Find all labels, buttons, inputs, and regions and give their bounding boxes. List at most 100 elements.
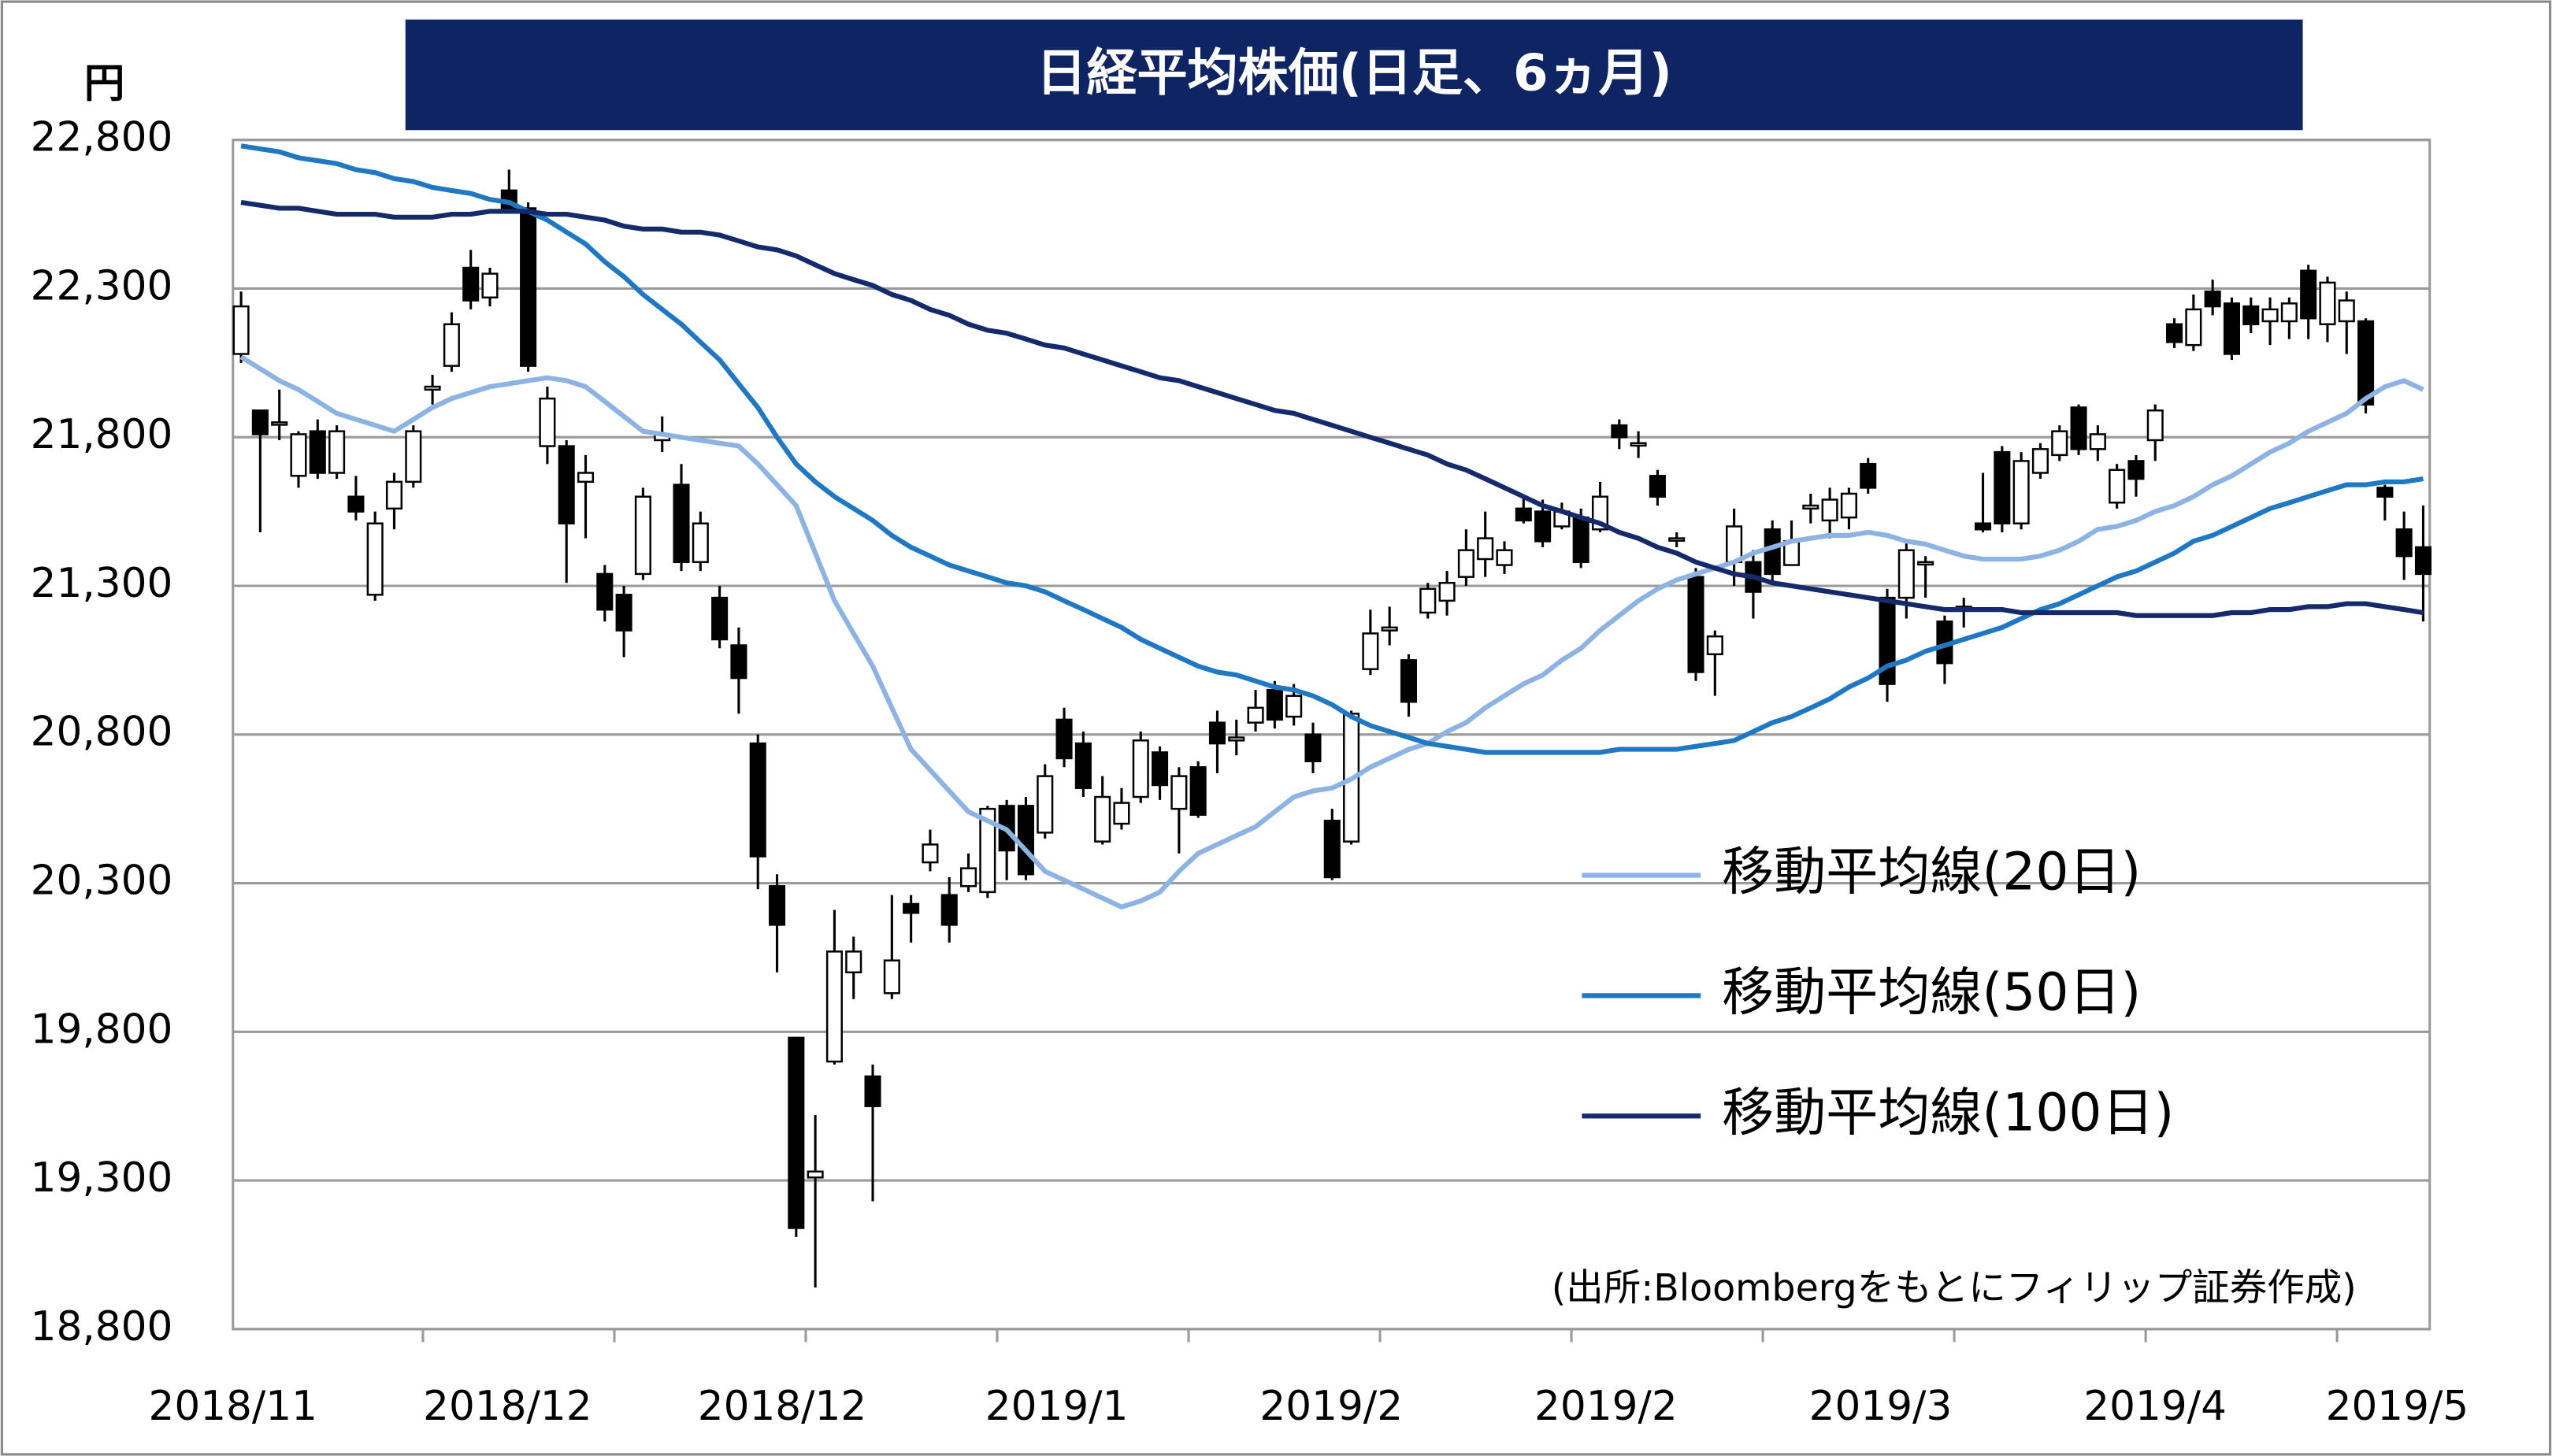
x-tick-label: 2019/1	[985, 1383, 1129, 1430]
x-tick-label: 2018/11	[149, 1383, 317, 1430]
candle-body	[2319, 281, 2336, 325]
candle-body	[366, 522, 384, 596]
candle-body	[2338, 299, 2355, 323]
candle-body	[1726, 525, 1743, 564]
candle-body	[1840, 492, 1857, 519]
x-tick-label: 2018/12	[423, 1383, 592, 1430]
candle-body	[2280, 302, 2298, 323]
y-tick-label: 19,800	[31, 1006, 173, 1053]
candles	[232, 169, 2432, 1288]
candle-body	[1381, 626, 1398, 632]
candle-body	[922, 843, 939, 864]
candle-body	[251, 409, 269, 435]
candle-body	[1132, 739, 1149, 798]
candle-body	[1630, 442, 1647, 447]
candle-body	[1055, 718, 1073, 760]
candle-body	[1152, 751, 1169, 787]
candle-body	[558, 445, 575, 524]
y-tick-label: 20,800	[31, 709, 173, 756]
legend-label: 移動平均線(100日)	[1722, 1082, 2174, 1143]
candle-body	[1074, 742, 1092, 789]
candle-body	[2127, 460, 2145, 480]
candle-body	[615, 594, 632, 632]
candle-body	[1572, 516, 1589, 564]
candle-body	[673, 483, 690, 564]
legend-label: 移動平均線(50日)	[1722, 961, 2141, 1022]
candle-body	[807, 1170, 824, 1179]
candle-body	[347, 495, 365, 513]
y-axis-unit: 円	[84, 60, 125, 107]
candle-body	[1649, 475, 1666, 498]
candle-body	[2242, 305, 2260, 325]
x-tick-label: 2019/2	[1534, 1383, 1678, 1430]
candle-body	[1974, 522, 1992, 531]
candle-body	[864, 1075, 881, 1107]
candle-body	[2109, 469, 2126, 504]
candle-body	[271, 421, 288, 426]
candle-body	[940, 894, 958, 926]
candle-body	[1362, 632, 1379, 670]
x-tick-label: 2019/4	[2083, 1383, 2227, 1430]
candle-body	[692, 522, 709, 564]
chart-title: 日経平均株価(日足、6ヵ月)	[1036, 45, 1671, 103]
candle-body	[845, 950, 862, 974]
candle-body	[1994, 450, 2011, 524]
candle-body	[1668, 537, 1686, 542]
candle-body	[1323, 820, 1341, 879]
candle-body	[2204, 290, 2221, 308]
candle-body	[424, 385, 441, 391]
candle-body	[749, 742, 766, 858]
candle-body	[1247, 706, 1264, 724]
y-tick-label: 21,300	[31, 560, 173, 607]
candle-body	[1879, 596, 1896, 685]
candle-body	[1534, 510, 1552, 543]
candle-body	[1687, 576, 1704, 673]
candle-body	[1228, 736, 1245, 742]
candle-body	[462, 266, 480, 302]
ma-line	[240, 143, 2424, 755]
candle-body	[1037, 775, 1054, 834]
x-tick-label: 2018/12	[698, 1383, 866, 1430]
candle-body	[1438, 581, 1456, 602]
y-tick-label: 18,800	[31, 1303, 173, 1350]
candle-body	[1170, 775, 1188, 810]
candle-body	[1419, 587, 1437, 614]
candle-body	[1266, 688, 1283, 721]
candle-body	[481, 272, 499, 299]
candle-body	[1821, 498, 1838, 522]
legend-label: 移動平均線(20日)	[1722, 842, 2141, 902]
candle-body	[290, 433, 307, 477]
candle-body	[1515, 507, 1532, 522]
candle-body	[1113, 802, 1130, 825]
x-tick-label: 2019/5	[2326, 1383, 2469, 1430]
candle-body	[1860, 462, 1877, 489]
candle-body	[2070, 406, 2087, 450]
candle-body	[2261, 308, 2279, 323]
candle-body	[1017, 805, 1034, 876]
candle-body	[1189, 766, 1207, 816]
candle-body	[2012, 460, 2030, 524]
y-tick-label: 22,300	[31, 262, 173, 309]
candle-body	[2357, 320, 2375, 406]
candle-body	[2089, 433, 2106, 450]
candle-body	[979, 807, 996, 894]
candle-body	[1208, 721, 1226, 745]
candle-body	[2185, 308, 2202, 346]
candle-body	[2146, 409, 2164, 442]
candle-body	[2300, 269, 2317, 320]
candle-body	[1304, 733, 1322, 762]
plot-border	[232, 139, 2431, 1331]
candle-body	[1457, 549, 1474, 578]
candle-body	[405, 430, 422, 483]
candle-body	[788, 1036, 805, 1229]
x-tick-label: 2019/2	[1259, 1383, 1403, 1430]
candle-body	[577, 472, 595, 483]
candle-body	[596, 572, 614, 611]
candle-body	[2223, 302, 2240, 355]
candle-body	[309, 430, 326, 474]
candle-body	[539, 397, 556, 447]
candle-body	[903, 902, 920, 914]
